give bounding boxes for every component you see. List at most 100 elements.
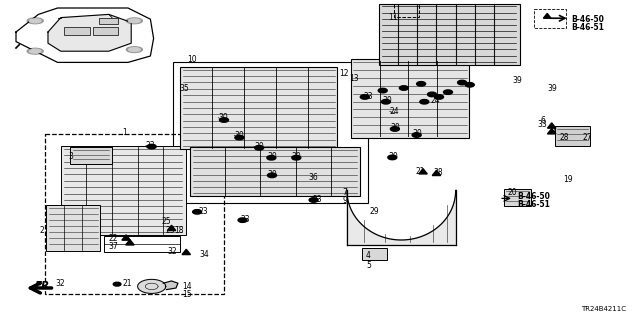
Text: 23: 23	[198, 207, 208, 216]
Text: FR.: FR.	[35, 281, 54, 291]
Ellipse shape	[28, 48, 44, 54]
Text: B-46-51: B-46-51	[572, 23, 604, 32]
Polygon shape	[167, 225, 176, 230]
Ellipse shape	[127, 47, 143, 52]
Text: 8: 8	[550, 127, 555, 136]
Text: B-46-50: B-46-50	[572, 15, 604, 24]
Circle shape	[378, 88, 387, 93]
Circle shape	[420, 100, 429, 104]
Circle shape	[238, 218, 247, 222]
Text: B-46-51: B-46-51	[517, 200, 550, 209]
Circle shape	[255, 146, 264, 150]
Polygon shape	[432, 170, 441, 175]
Text: 28: 28	[560, 133, 570, 142]
Bar	[173, 62, 368, 203]
Text: B-46-50: B-46-50	[517, 192, 550, 201]
Text: 22: 22	[109, 234, 118, 243]
Bar	[61, 146, 186, 235]
Text: 39: 39	[547, 84, 557, 93]
Bar	[45, 134, 224, 294]
Polygon shape	[163, 281, 178, 290]
Text: TR24B4211C: TR24B4211C	[581, 306, 626, 312]
Ellipse shape	[29, 49, 41, 53]
Text: 19: 19	[563, 175, 573, 184]
Circle shape	[435, 95, 444, 99]
Bar	[534, 9, 566, 28]
Ellipse shape	[28, 18, 44, 24]
Text: 5: 5	[366, 261, 371, 270]
Polygon shape	[125, 240, 134, 245]
Text: 14: 14	[182, 282, 192, 291]
Text: 23: 23	[146, 141, 156, 150]
Text: 36: 36	[308, 173, 318, 182]
Text: 25: 25	[165, 226, 175, 235]
Circle shape	[428, 92, 436, 97]
Text: 32: 32	[167, 247, 177, 256]
Text: 13: 13	[349, 74, 358, 83]
Ellipse shape	[29, 19, 41, 23]
Text: 27: 27	[582, 133, 592, 142]
Circle shape	[309, 198, 318, 202]
Circle shape	[390, 127, 399, 131]
Ellipse shape	[127, 18, 143, 24]
Circle shape	[267, 156, 276, 160]
Text: 4: 4	[366, 252, 371, 260]
Text: 11: 11	[388, 13, 398, 22]
Text: 12: 12	[339, 69, 349, 78]
Text: 23: 23	[241, 215, 250, 224]
Text: 37: 37	[109, 242, 118, 251]
Circle shape	[268, 173, 276, 178]
Ellipse shape	[129, 19, 140, 23]
Bar	[70, 147, 112, 164]
Text: 24: 24	[390, 107, 399, 116]
Bar	[93, 27, 118, 35]
Bar	[46, 205, 100, 251]
Circle shape	[388, 155, 397, 160]
Text: 30: 30	[390, 123, 400, 132]
Circle shape	[458, 80, 467, 85]
Bar	[555, 126, 590, 146]
Polygon shape	[182, 249, 191, 255]
Circle shape	[412, 133, 421, 137]
Text: 30: 30	[268, 170, 277, 179]
Polygon shape	[347, 190, 456, 245]
Text: 30: 30	[382, 96, 392, 105]
Circle shape	[147, 144, 156, 149]
Bar	[362, 248, 387, 260]
Text: 39: 39	[512, 76, 522, 84]
Circle shape	[193, 210, 202, 214]
Bar	[504, 189, 531, 206]
Text: 38: 38	[433, 168, 443, 177]
Text: 30: 30	[292, 152, 301, 161]
Circle shape	[113, 282, 121, 286]
Bar	[180, 67, 337, 149]
Text: 2: 2	[40, 226, 44, 235]
Circle shape	[220, 118, 228, 122]
Circle shape	[292, 156, 301, 160]
Circle shape	[417, 82, 426, 86]
Text: 21: 21	[123, 279, 132, 288]
Text: 29: 29	[369, 207, 379, 216]
Circle shape	[444, 90, 452, 94]
Circle shape	[381, 100, 390, 104]
Text: 7: 7	[342, 188, 348, 196]
Polygon shape	[419, 169, 428, 174]
Text: 30: 30	[234, 131, 244, 140]
Bar	[394, 4, 419, 17]
Polygon shape	[122, 235, 131, 240]
Text: 20: 20	[508, 188, 517, 196]
Text: 23: 23	[312, 195, 322, 204]
Text: 30: 30	[254, 142, 264, 151]
Polygon shape	[138, 279, 166, 293]
Text: 34: 34	[200, 250, 209, 259]
Bar	[64, 27, 90, 35]
Text: 33: 33	[538, 120, 547, 129]
Text: 24: 24	[430, 96, 440, 105]
Polygon shape	[48, 14, 131, 51]
Text: 30: 30	[268, 152, 277, 161]
Circle shape	[360, 95, 369, 99]
Bar	[379, 4, 520, 65]
Polygon shape	[543, 13, 551, 18]
Text: 3: 3	[68, 152, 74, 161]
Circle shape	[399, 86, 408, 90]
